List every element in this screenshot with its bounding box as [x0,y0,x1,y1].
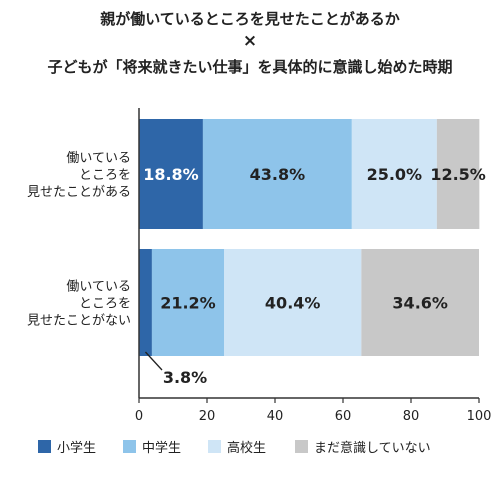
chart-title-line-3: 子どもが「将来就きたい仕事」を具体的に意識し始めた時期 [47,58,453,76]
bar-segment-1-3 [361,249,479,356]
data-label-0-2: 25.0% [367,165,423,184]
legend-label-3: まだ意識していない [314,440,431,456]
data-label-0-1: 43.8% [250,165,306,184]
legend-label-1: 中学生 [142,440,181,456]
legend-swatch-1 [123,440,136,453]
bar-segment-0-2 [351,119,437,229]
category-label-0-2: 見せたことがある [27,185,131,200]
category-label-0-0: 働いている [66,151,131,166]
category-label-1-1: ところを [79,297,131,312]
bar-segment-1-1 [151,249,224,356]
bar-segment-0-0 [139,119,203,229]
data-label-1-3: 34.6% [392,294,448,313]
category-label-1-2: 見せたことがない [27,314,131,329]
x-tick-label-3: 60 [335,409,352,424]
leader-line-1-0 [144,351,163,371]
chart-title-line-1: 親が働いているところを見せたことがあるか [100,10,400,28]
chart-title-line-2: × [242,31,258,51]
legend-label-2: 高校生 [227,440,266,456]
bar-segment-0-1 [202,119,352,229]
data-label-1-2: 40.4% [265,294,321,313]
bar-segment-0-3 [436,119,480,229]
x-tick-label-0: 0 [135,409,143,424]
data-label-1-0: 3.8% [163,368,207,387]
legend-label-0: 小学生 [57,440,96,456]
category-label-0-1: ところを [79,168,131,183]
legend-swatch-3 [295,440,308,453]
data-label-0-0: 18.8% [143,165,199,184]
legend-swatch-0 [38,440,51,453]
category-label-1-0: 働いている [66,280,131,295]
x-tick-label-4: 80 [403,409,420,424]
x-tick-label-5: 100 [467,409,492,424]
data-label-0-3: 12.5% [430,165,486,184]
x-tick-label-1: 20 [199,409,216,424]
bar-segment-1-0 [139,249,152,356]
x-tick-label-2: 40 [267,409,284,424]
legend-swatch-2 [208,440,221,453]
data-label-1-1: 21.2% [160,294,216,313]
bar-segment-1-2 [224,249,362,356]
